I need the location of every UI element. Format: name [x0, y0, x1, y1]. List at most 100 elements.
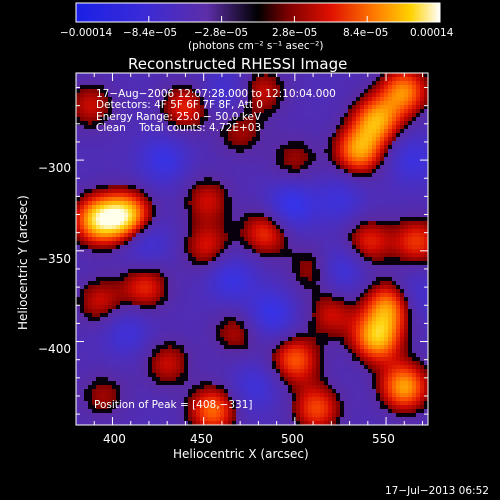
heatmap-cell	[188, 137, 193, 142]
heatmap-cell	[308, 137, 313, 142]
heatmap-cell	[76, 173, 81, 178]
heatmap-cell	[360, 229, 365, 234]
heatmap-cell	[396, 241, 401, 246]
heatmap-cell	[352, 77, 357, 82]
heatmap-cell	[420, 129, 425, 134]
heatmap-cell	[296, 229, 301, 234]
heatmap-cell	[284, 277, 289, 282]
heatmap-cell	[208, 177, 213, 182]
heatmap-cell	[204, 289, 209, 294]
heatmap-cell	[420, 245, 425, 250]
heatmap-cell	[368, 289, 373, 294]
heatmap-cell	[420, 241, 425, 246]
heatmap-cell	[108, 169, 113, 174]
heatmap-cell	[148, 261, 153, 266]
heatmap-cell	[352, 265, 357, 270]
heatmap-cell	[336, 249, 341, 254]
heatmap-cell	[160, 181, 165, 186]
heatmap-cell	[228, 165, 233, 170]
heatmap-cell	[232, 265, 237, 270]
heatmap-cell	[220, 257, 225, 262]
heatmap-cell	[140, 197, 145, 202]
heatmap-cell	[84, 205, 89, 210]
heatmap-cell	[236, 117, 241, 122]
heatmap-cell	[372, 265, 377, 270]
heatmap-cell	[184, 249, 189, 254]
heatmap-cell	[156, 117, 161, 122]
heatmap-cell	[288, 117, 293, 122]
heatmap-cell	[116, 193, 121, 198]
heatmap-cell	[292, 97, 297, 102]
heatmap-cell	[216, 117, 221, 122]
heatmap-cell	[152, 269, 157, 274]
heatmap-cell	[80, 277, 85, 282]
heatmap-cell	[192, 161, 197, 166]
heatmap-cell	[156, 169, 161, 174]
heatmap-cell	[100, 293, 105, 298]
heatmap-cell	[220, 265, 225, 270]
heatmap-cell	[152, 77, 157, 82]
heatmap-cell	[424, 81, 428, 86]
heatmap-cell	[392, 193, 397, 198]
heatmap-cell	[352, 237, 357, 242]
heatmap-cell	[156, 269, 161, 274]
heatmap-cell	[244, 189, 249, 194]
heatmap-cell	[116, 185, 121, 190]
heatmap-cell	[336, 129, 341, 134]
heatmap-cell	[268, 157, 273, 162]
heatmap-cell	[180, 85, 185, 90]
heatmap-cell	[424, 197, 428, 202]
heatmap-cell	[364, 241, 369, 246]
heatmap-cell	[84, 121, 89, 126]
heatmap-cell	[320, 173, 325, 178]
heatmap-cell	[356, 229, 361, 234]
heatmap-cell	[376, 89, 381, 94]
heatmap-cell	[344, 129, 349, 134]
heatmap-cell	[128, 93, 133, 98]
heatmap-cell	[380, 229, 385, 234]
heatmap-cell	[336, 217, 341, 222]
heatmap-cell	[232, 221, 237, 226]
heatmap-cell	[280, 193, 285, 198]
heatmap-cell	[368, 249, 373, 254]
heatmap-cell	[384, 209, 389, 214]
heatmap-cell	[148, 157, 153, 162]
heatmap-cell	[360, 237, 365, 242]
heatmap-cell	[148, 285, 153, 290]
heatmap-cell	[76, 153, 81, 158]
heatmap-cell	[392, 105, 397, 110]
heatmap-cell	[304, 101, 309, 106]
heatmap-cell	[248, 289, 253, 294]
heatmap-cell	[328, 213, 333, 218]
heatmap-cell	[376, 81, 381, 86]
heatmap-cell	[276, 249, 281, 254]
heatmap-cell	[404, 161, 409, 166]
heatmap-cell	[376, 125, 381, 130]
heatmap-cell	[116, 213, 121, 218]
heatmap-cell	[228, 285, 233, 290]
heatmap-cell	[400, 137, 405, 142]
heatmap-cell	[260, 193, 265, 198]
heatmap-cell	[336, 201, 341, 206]
heatmap-cell	[416, 177, 421, 182]
heatmap-cell	[140, 149, 145, 154]
heatmap-cell	[324, 145, 329, 150]
heatmap-cell	[204, 241, 209, 246]
heatmap-cell	[316, 141, 321, 146]
heatmap-cell	[372, 233, 377, 238]
heatmap-cell	[212, 297, 217, 302]
heatmap-cell	[208, 101, 213, 106]
heatmap-cell	[88, 105, 93, 110]
heatmap-cell	[260, 97, 265, 102]
heatmap-cell	[196, 245, 201, 250]
heatmap-cell	[216, 121, 221, 126]
heatmap-cell	[312, 129, 317, 134]
heatmap-cell	[376, 249, 381, 254]
heatmap-cell	[268, 145, 273, 150]
heatmap-cell	[92, 133, 97, 138]
heatmap-cell	[252, 109, 257, 114]
heatmap-cell	[328, 229, 333, 234]
heatmap-cell	[320, 137, 325, 142]
heatmap-cell	[348, 85, 353, 90]
heatmap-cell	[276, 157, 281, 162]
